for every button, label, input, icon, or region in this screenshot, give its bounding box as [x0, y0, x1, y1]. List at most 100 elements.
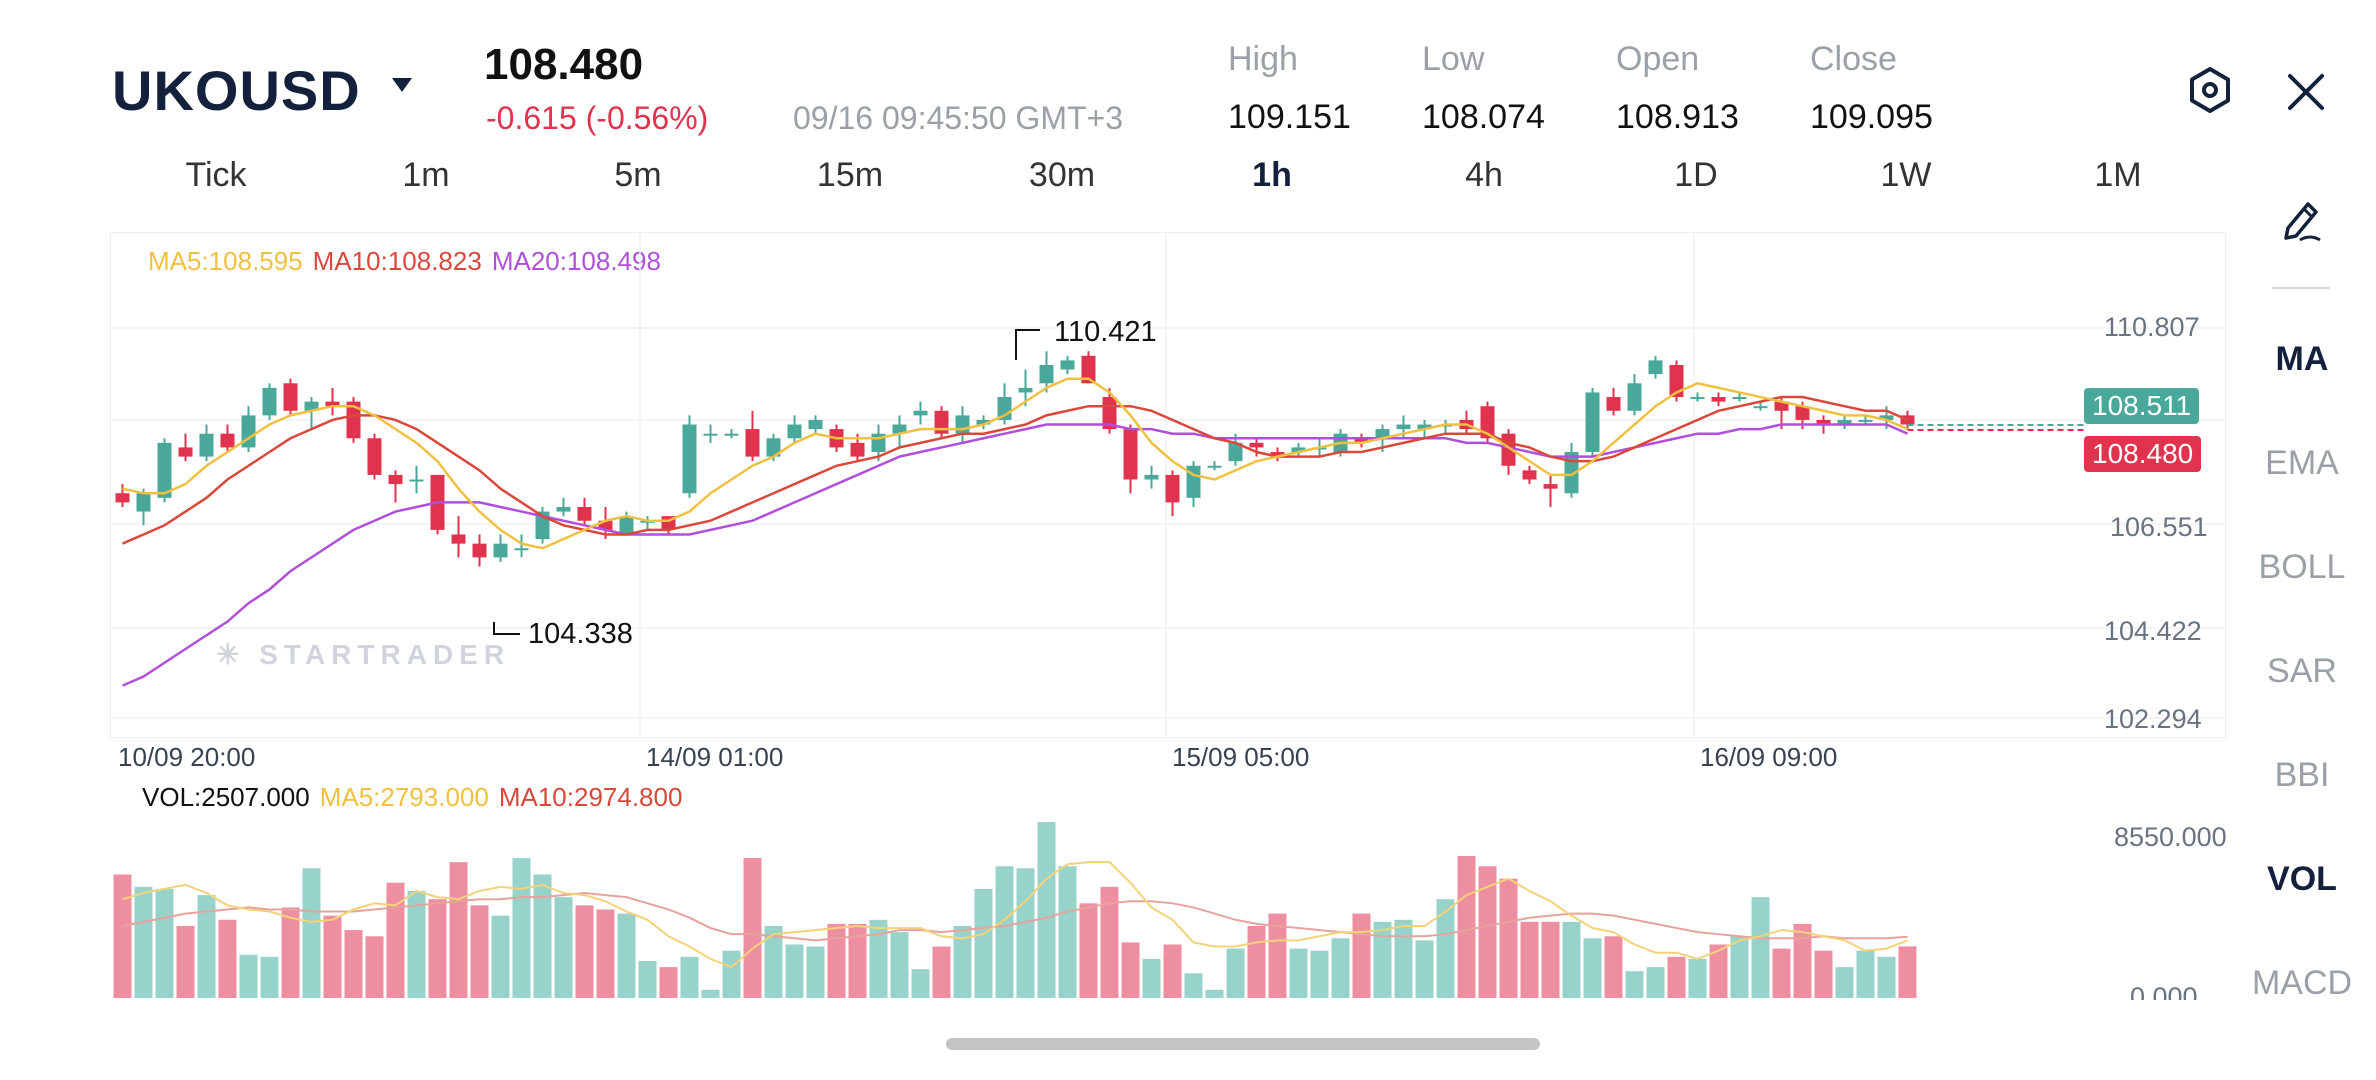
candle-body	[703, 433, 718, 436]
tab-5m[interactable]: 5m	[614, 156, 662, 194]
tab-tick[interactable]: Tick	[185, 156, 247, 194]
indicator-vol[interactable]: VOL	[2267, 860, 2337, 898]
candle-body	[1018, 387, 1033, 393]
symbol-selector[interactable]: UKOUSD	[112, 59, 361, 122]
volume-bar	[764, 925, 783, 998]
volume-bar	[323, 915, 342, 998]
volume-bar	[1310, 950, 1329, 998]
volume-bar	[1436, 899, 1455, 998]
indicator-ma[interactable]: MA	[2275, 340, 2329, 378]
volume-bar	[1289, 948, 1308, 998]
candle-body	[724, 433, 739, 436]
candle-body	[1774, 401, 1789, 411]
tab-1h[interactable]: 1h	[1252, 156, 1292, 194]
candle-body	[1732, 397, 1747, 400]
indicator-sar[interactable]: SAR	[2267, 652, 2337, 690]
price-change: -0.615 (-0.56%)	[486, 100, 709, 136]
tab-4h[interactable]: 4h	[1465, 156, 1503, 194]
candle-body	[283, 383, 298, 411]
chevron-down-icon[interactable]	[392, 78, 412, 92]
volume-bar	[1541, 921, 1560, 998]
candle-body	[1795, 406, 1810, 420]
volume-bar	[596, 909, 615, 998]
candle-body	[1354, 438, 1369, 443]
candle-body	[1228, 442, 1243, 462]
volume-bar	[617, 913, 636, 998]
candle-body	[493, 543, 508, 558]
indicator-macd[interactable]: MACD	[2251, 964, 2353, 1002]
volume-bar	[1709, 944, 1728, 998]
hexagon-settings-icon[interactable]	[2186, 66, 2234, 114]
volume-bar	[281, 907, 300, 998]
vol-ma5-legend: MA5:2793.000	[319, 782, 489, 812]
candle-body	[1060, 360, 1075, 370]
candle-body	[451, 534, 466, 544]
price-chart-pane[interactable]	[110, 232, 2226, 738]
volume-bar	[1835, 967, 1854, 998]
ma10-legend: MA10:108.823	[312, 246, 482, 276]
volume-bar	[260, 956, 279, 998]
volume-bar	[701, 989, 720, 998]
indicator-ema[interactable]: EMA	[2265, 444, 2339, 482]
timestamp: 09/16 09:45:50 GMT+3	[793, 100, 1123, 136]
volume-bar	[1247, 925, 1266, 998]
open-value: 108.913	[1616, 98, 1739, 136]
volume-bar	[1604, 936, 1623, 998]
candle-body	[1081, 355, 1096, 384]
candle-body	[1648, 360, 1663, 375]
volume-bar	[197, 895, 216, 998]
volume-bar	[1226, 948, 1245, 998]
pencil-draw-icon[interactable]	[2280, 196, 2324, 244]
indicator-boll[interactable]: BOLL	[2258, 548, 2346, 586]
volume-bar	[1058, 866, 1077, 998]
volume-bar	[1163, 944, 1182, 998]
indicator-bbi[interactable]: BBI	[2274, 756, 2330, 794]
candle-body	[514, 548, 529, 551]
volume-bar	[869, 919, 888, 998]
volume-bar	[1079, 903, 1098, 998]
candle-body	[178, 447, 193, 457]
candle-body	[1480, 406, 1495, 439]
candle-body	[850, 442, 865, 457]
volume-bar	[785, 944, 804, 998]
tab-1w[interactable]: 1W	[1880, 156, 1932, 194]
volume-bar	[1814, 950, 1833, 998]
volume-bar	[1730, 936, 1749, 998]
candle-body	[1669, 364, 1684, 398]
tab-30m[interactable]: 30m	[1028, 156, 1096, 194]
candle-body	[1270, 452, 1285, 457]
ma5-legend: MA5:108.595	[148, 246, 303, 276]
star-logo-icon: ✳	[216, 639, 260, 670]
volume-bar	[1520, 921, 1539, 998]
volume-bar	[911, 969, 930, 998]
tab-1m-month[interactable]: 1M	[2094, 156, 2142, 194]
volume-bar	[1898, 946, 1917, 998]
candle-body	[1249, 442, 1264, 448]
close-value: 109.095	[1810, 98, 1933, 136]
volume-bar	[533, 874, 552, 998]
close-icon[interactable]	[2286, 72, 2326, 112]
close-label: Close	[1810, 40, 1897, 78]
high-marker: 110.421	[1054, 316, 1157, 348]
current-price-tag: 108.480	[2084, 436, 2202, 472]
candle-body	[1207, 465, 1222, 468]
x-tick-label: 15/09 05:00	[1172, 742, 1310, 772]
volume-bar	[1415, 940, 1434, 998]
candle-body	[787, 424, 802, 439]
volume-bar	[449, 862, 468, 998]
candle-body	[598, 520, 613, 530]
volume-bar	[1793, 923, 1812, 998]
tab-15m[interactable]: 15m	[816, 156, 884, 194]
candle-body	[745, 429, 760, 457]
volume-bar	[1205, 989, 1224, 998]
volume-bar	[1373, 921, 1392, 998]
home-indicator[interactable]	[946, 1038, 1540, 1050]
volume-bar	[1142, 958, 1161, 998]
candle-body	[220, 433, 235, 448]
volume-bar	[470, 905, 489, 998]
volume-bar	[1457, 855, 1476, 998]
volume-bar	[1478, 866, 1497, 998]
tab-1m[interactable]: 1m	[402, 156, 450, 194]
tab-1d[interactable]: 1D	[1674, 156, 1718, 194]
candle-body	[1165, 474, 1180, 503]
